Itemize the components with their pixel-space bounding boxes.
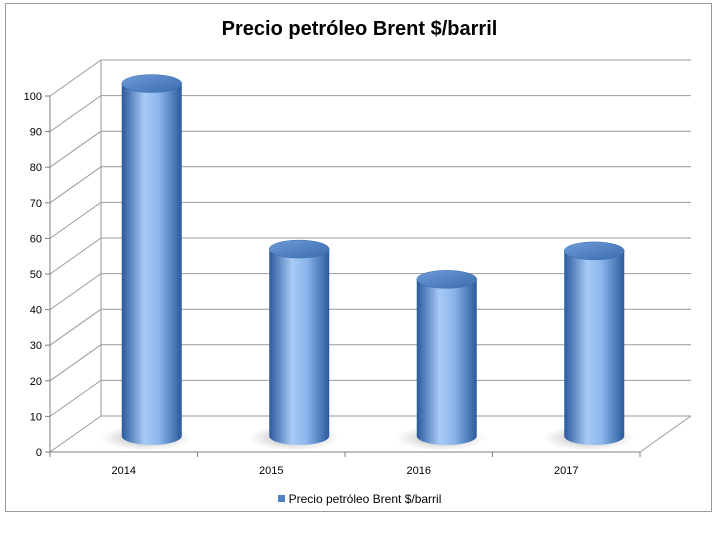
bar [542,241,635,451]
legend-label: Precio petróleo Brent $/barril [288,492,442,506]
y-tick-label: 0 [36,447,42,459]
gridline-depth [49,379,102,417]
gridline-depth [49,130,102,168]
gridline-depth [49,59,102,97]
y-tick-label: 80 [30,162,42,174]
bar [394,270,487,451]
x-tick-label: 2016 [407,465,431,477]
y-tick-label: 100 [24,91,42,103]
gridline-depth [49,415,102,453]
y-tick-label: 90 [30,127,42,139]
bar-body [121,83,182,445]
chart-frame: Precio petróleo Brent $/barril 0 10 20 30 40… [5,3,712,512]
bar-top [269,239,330,259]
y-tick-label: 10 [30,411,42,423]
bar-top [121,74,182,93]
y-tick-label: 50 [30,269,42,281]
bar-top [416,270,477,289]
x-tick-label: 2015 [259,465,283,477]
bar [247,239,340,451]
gridline-depth [49,237,102,275]
legend: Precio petróleo Brent $/barril [6,492,713,506]
legend-swatch [277,495,285,503]
x-tick-label: 2014 [112,465,136,477]
gridline-depth [49,308,102,346]
bar-body [269,249,330,445]
y-tick-label: 70 [30,198,42,210]
y-tick-label: 40 [30,305,42,317]
gridline-depth [49,344,102,382]
gridline-depth [49,166,102,204]
chart-plot: 0 10 20 30 40 50 60 70 80 90 100 2014 2015 2016 2017 [24,59,692,477]
chart-title: Precio petróleo Brent $/barril [221,18,498,40]
bar-body [564,250,625,445]
y-tick-label: 60 [30,233,42,245]
x-tick-label: 2017 [554,465,578,477]
bar [99,74,192,451]
bar-body [416,279,477,445]
gridline-depth [49,95,102,133]
gridline-depth [49,201,102,239]
y-tick-label: 30 [30,340,42,352]
gridline-depth [49,273,102,311]
floor-right-edge [639,415,692,453]
bar-top [564,241,625,261]
y-tick-label: 20 [30,376,42,388]
